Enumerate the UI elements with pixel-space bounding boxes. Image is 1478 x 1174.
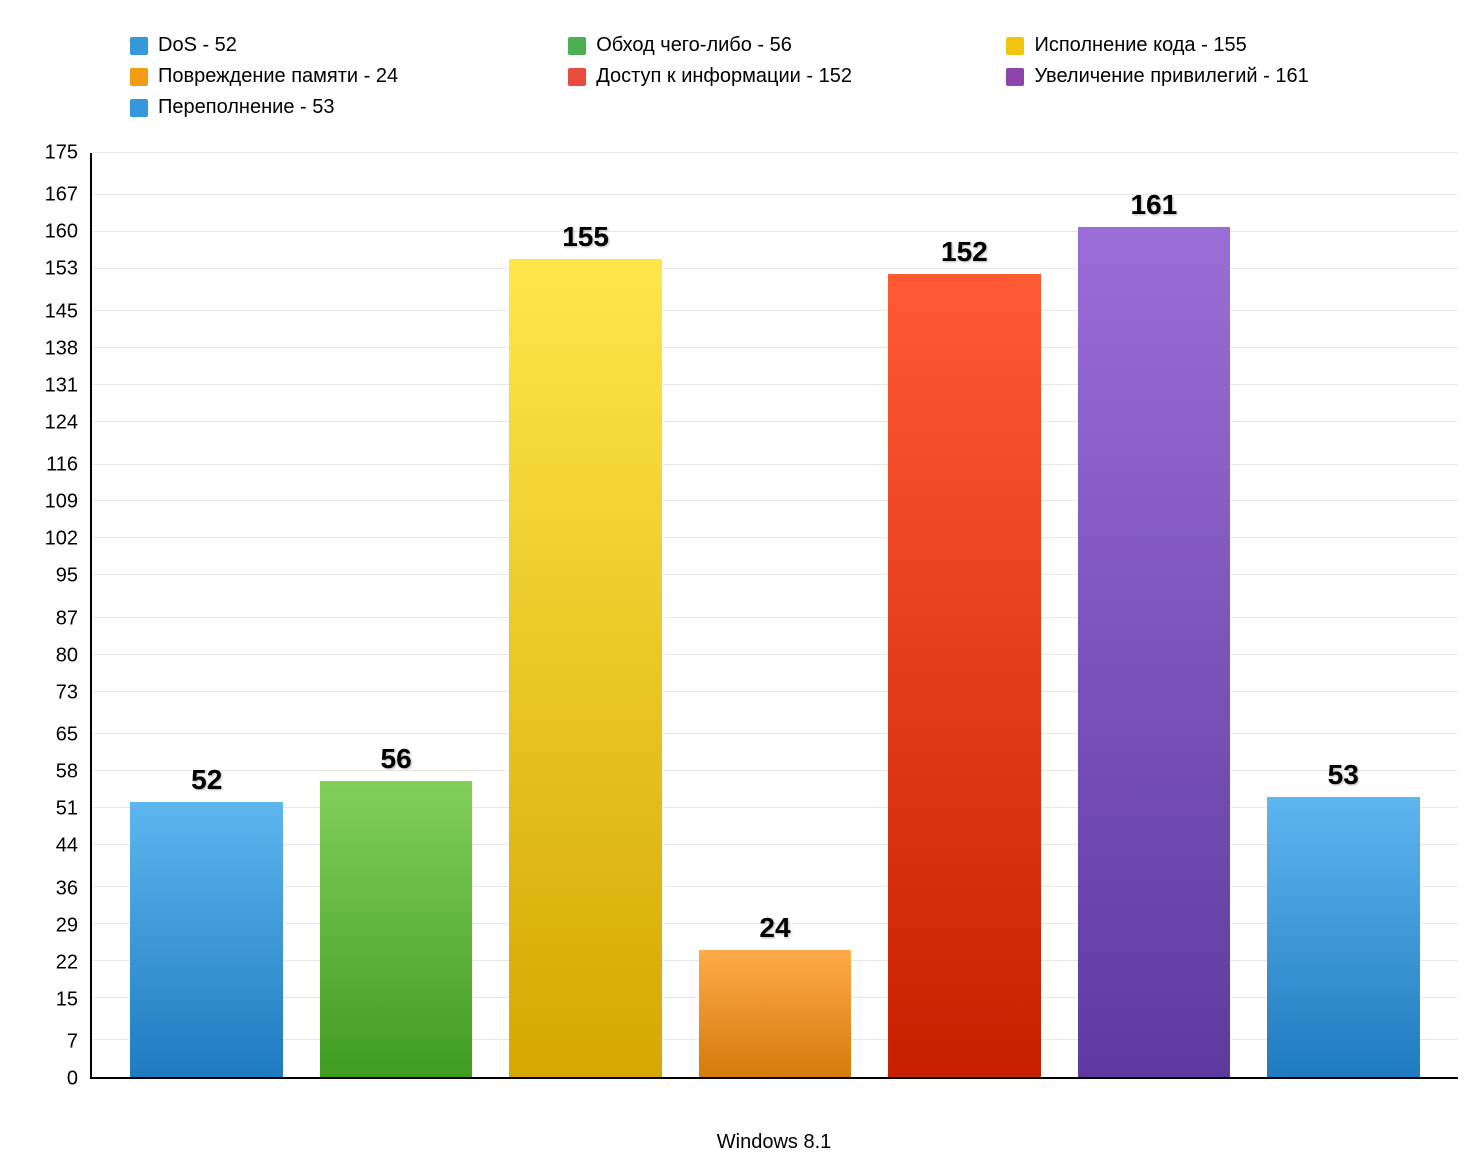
bar bbox=[1267, 797, 1420, 1077]
y-tick-label: 124 bbox=[45, 411, 78, 434]
bar-value-label: 152 bbox=[941, 236, 988, 268]
legend-label: Доступ к информации - 152 bbox=[596, 65, 852, 88]
bar-slot: 52 bbox=[112, 153, 301, 1077]
legend-label: Переполнение - 53 bbox=[158, 96, 334, 119]
bar bbox=[1078, 227, 1231, 1077]
bar-slot: 24 bbox=[680, 153, 869, 1077]
bar-value-label: 53 bbox=[1328, 759, 1359, 791]
y-tick-label: 29 bbox=[56, 914, 78, 937]
y-tick-label: 15 bbox=[56, 988, 78, 1011]
y-tick-label: 109 bbox=[45, 491, 78, 514]
legend-item: Увеличение привилегий - 161 bbox=[1006, 61, 1444, 92]
legend-swatch bbox=[568, 68, 586, 86]
bar bbox=[888, 274, 1041, 1077]
bar-value-label: 52 bbox=[191, 764, 222, 796]
legend-swatch bbox=[130, 37, 148, 55]
y-tick-label: 153 bbox=[45, 258, 78, 281]
y-tick-label: 22 bbox=[56, 951, 78, 974]
y-tick-label: 131 bbox=[45, 374, 78, 397]
bar-slot: 53 bbox=[1249, 153, 1438, 1077]
legend-swatch bbox=[130, 68, 148, 86]
y-tick-label: 0 bbox=[67, 1068, 78, 1091]
bar-slot: 56 bbox=[301, 153, 490, 1077]
bar-slot: 155 bbox=[491, 153, 680, 1077]
legend-label: Исполнение кода - 155 bbox=[1034, 34, 1246, 57]
legend-item: Обход чего-либо - 56 bbox=[568, 30, 1006, 61]
legend-label: Обход чего-либо - 56 bbox=[596, 34, 792, 57]
y-tick-label: 160 bbox=[45, 221, 78, 244]
y-tick-label: 95 bbox=[56, 565, 78, 588]
bar bbox=[699, 950, 852, 1077]
legend-item: Доступ к информации - 152 bbox=[568, 61, 1006, 92]
bar-value-label: 161 bbox=[1130, 189, 1177, 221]
y-tick-label: 51 bbox=[56, 798, 78, 821]
bar-slot: 161 bbox=[1059, 153, 1248, 1077]
legend-swatch bbox=[568, 37, 586, 55]
legend-swatch bbox=[130, 99, 148, 117]
legend-label: Увеличение привилегий - 161 bbox=[1034, 65, 1308, 88]
y-axis: 0 7 15 22 29 36 44 51 58 65 73 80 87 95 102 109 116 124 13… bbox=[20, 153, 90, 1119]
legend-item: Переполнение - 53 bbox=[130, 92, 568, 123]
bars-group: 52 56 155 24 152 161 53 bbox=[92, 153, 1458, 1077]
bar-value-label: 56 bbox=[381, 743, 412, 775]
bar-value-label: 24 bbox=[759, 912, 790, 944]
legend-label: DoS - 52 bbox=[158, 34, 237, 57]
y-tick-label: 80 bbox=[56, 644, 78, 667]
y-tick-label: 175 bbox=[45, 142, 78, 165]
y-tick-label: 73 bbox=[56, 681, 78, 704]
plot-area: 0 7 15 22 29 36 44 51 58 65 73 80 87 95 102 109 116 124 13… bbox=[20, 153, 1458, 1119]
bar bbox=[130, 802, 283, 1077]
y-tick-label: 44 bbox=[56, 835, 78, 858]
x-axis-label: Windows 8.1 bbox=[20, 1119, 1458, 1154]
bar-value-label: 155 bbox=[562, 221, 609, 253]
bar-slot: 152 bbox=[870, 153, 1059, 1077]
legend-swatch bbox=[1006, 37, 1024, 55]
y-tick-label: 87 bbox=[56, 607, 78, 630]
y-tick-label: 36 bbox=[56, 877, 78, 900]
legend-swatch bbox=[1006, 68, 1024, 86]
legend-item: Повреждение памяти - 24 bbox=[130, 61, 568, 92]
legend-label: Повреждение памяти - 24 bbox=[158, 65, 398, 88]
y-tick-label: 145 bbox=[45, 300, 78, 323]
y-tick-label: 7 bbox=[67, 1030, 78, 1053]
y-tick-label: 102 bbox=[45, 528, 78, 551]
y-tick-label: 65 bbox=[56, 724, 78, 747]
bar bbox=[320, 781, 473, 1077]
legend-item: Исполнение кода - 155 bbox=[1006, 30, 1444, 61]
y-tick-label: 58 bbox=[56, 761, 78, 784]
y-tick-label: 116 bbox=[46, 454, 78, 477]
legend-item: DoS - 52 bbox=[130, 30, 568, 61]
plot: 52 56 155 24 152 161 53 bbox=[90, 153, 1458, 1079]
bar bbox=[509, 259, 662, 1077]
y-tick-label: 138 bbox=[45, 337, 78, 360]
chart-container: DoS - 52 Обход чего-либо - 56 Исполнение к… bbox=[20, 20, 1458, 1154]
chart-legend: DoS - 52 Обход чего-либо - 56 Исполнение к… bbox=[20, 20, 1458, 153]
y-tick-label: 167 bbox=[45, 184, 78, 207]
